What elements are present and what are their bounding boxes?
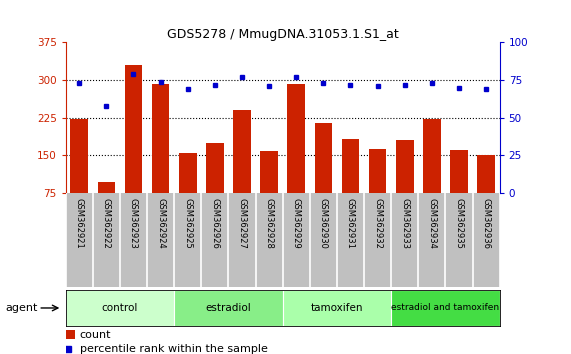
Text: GSM362924: GSM362924 (156, 198, 165, 249)
Text: control: control (102, 303, 138, 313)
Text: GSM362936: GSM362936 (481, 198, 490, 249)
Bar (477, 155, 495, 230)
Text: GSM362925: GSM362925 (183, 198, 192, 249)
Text: GSM362922: GSM362922 (102, 198, 111, 249)
Bar (287, 84, 305, 230)
Text: GSM362933: GSM362933 (400, 198, 409, 249)
Text: GSM362935: GSM362935 (455, 198, 464, 249)
Bar (283, 290, 391, 326)
Bar (369, 149, 387, 230)
Bar (391, 290, 500, 326)
Text: GSM362926: GSM362926 (210, 198, 219, 249)
Text: agent: agent (6, 303, 38, 313)
Text: GSM362921: GSM362921 (75, 198, 84, 249)
Text: GSM362930: GSM362930 (319, 198, 328, 249)
Bar (233, 110, 251, 230)
Bar (98, 182, 115, 230)
Text: GSM362934: GSM362934 (427, 198, 436, 249)
Text: count: count (79, 330, 111, 340)
Bar (152, 84, 170, 230)
Bar (260, 151, 278, 230)
Text: GSM362929: GSM362929 (292, 198, 301, 249)
Text: estradiol: estradiol (206, 303, 251, 313)
Text: GSM362932: GSM362932 (373, 198, 382, 249)
Text: estradiol and tamoxifen: estradiol and tamoxifen (391, 303, 500, 313)
Text: GSM362931: GSM362931 (346, 198, 355, 249)
Bar (206, 143, 224, 230)
Bar (124, 65, 142, 230)
Title: GDS5278 / MmugDNA.31053.1.S1_at: GDS5278 / MmugDNA.31053.1.S1_at (167, 28, 399, 41)
Text: GSM362923: GSM362923 (129, 198, 138, 249)
Bar (315, 123, 332, 230)
Bar (341, 139, 359, 230)
Text: GSM362928: GSM362928 (264, 198, 274, 249)
Text: tamoxifen: tamoxifen (311, 303, 363, 313)
Bar (179, 153, 196, 230)
Text: GSM362927: GSM362927 (238, 198, 247, 249)
Bar (66, 330, 75, 339)
Bar (396, 140, 413, 230)
Bar (423, 119, 441, 230)
Text: percentile rank within the sample: percentile rank within the sample (79, 344, 267, 354)
Bar (450, 150, 468, 230)
Bar (70, 119, 88, 230)
Bar (66, 290, 174, 326)
Bar (174, 290, 283, 326)
